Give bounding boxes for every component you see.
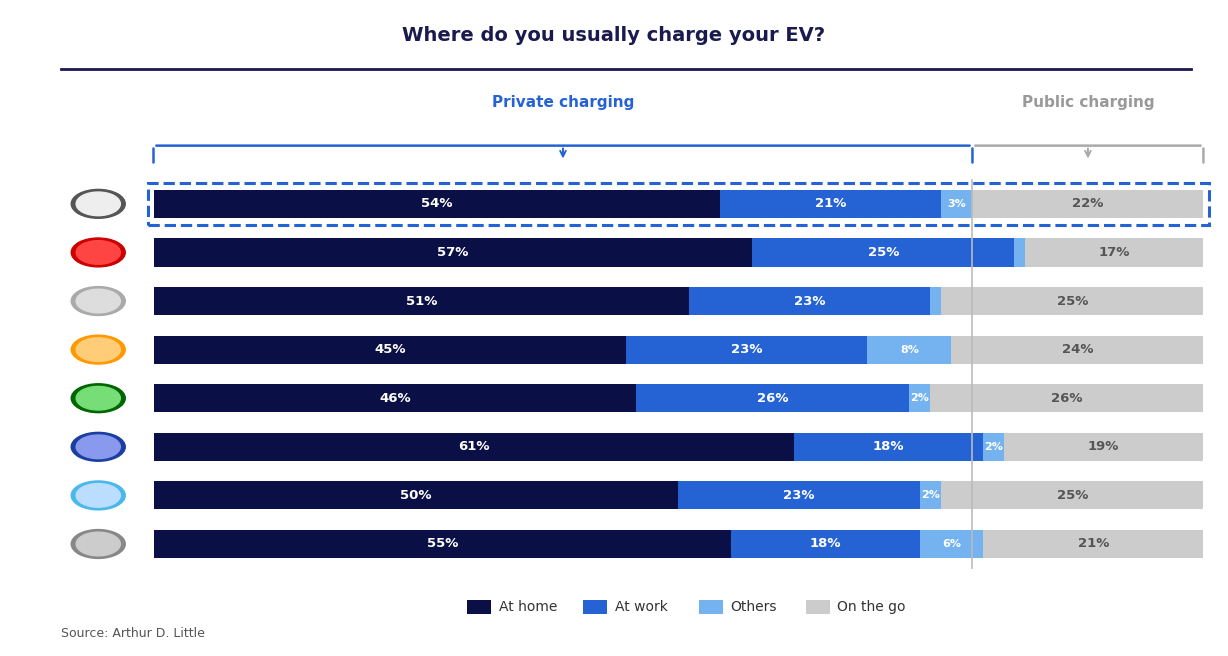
Text: 2%: 2% <box>910 393 930 403</box>
Bar <box>931 287 941 315</box>
Text: At work: At work <box>615 600 668 614</box>
Bar <box>920 530 982 558</box>
Text: 23%: 23% <box>731 343 763 356</box>
Text: 6%: 6% <box>942 539 962 549</box>
Bar <box>973 190 1203 218</box>
Bar <box>1014 238 1025 266</box>
Text: 23%: 23% <box>783 489 815 502</box>
Bar <box>636 384 910 413</box>
Text: 23%: 23% <box>795 295 825 308</box>
Text: 55%: 55% <box>426 537 458 550</box>
Text: 22%: 22% <box>1072 197 1104 211</box>
Text: 17%: 17% <box>1099 246 1130 259</box>
Bar <box>626 335 867 363</box>
Text: 61%: 61% <box>458 440 490 453</box>
Bar <box>154 190 721 218</box>
Bar <box>1025 238 1203 266</box>
Bar <box>154 384 636 413</box>
Bar <box>731 530 920 558</box>
Text: At home: At home <box>499 600 558 614</box>
Bar <box>982 530 1203 558</box>
Bar <box>1005 433 1203 461</box>
Text: Public charging: Public charging <box>1022 95 1154 110</box>
Text: 19%: 19% <box>1088 440 1120 453</box>
Text: 3%: 3% <box>947 199 966 209</box>
Bar <box>689 287 931 315</box>
Bar <box>910 384 931 413</box>
Bar <box>952 335 1203 363</box>
Text: Source: Arthur D. Little: Source: Arthur D. Little <box>61 626 205 640</box>
Text: 2%: 2% <box>921 491 939 501</box>
Bar <box>752 238 1014 266</box>
Bar <box>154 482 679 510</box>
Text: Where do you usually charge your EV?: Where do you usually charge your EV? <box>403 26 825 45</box>
Text: 26%: 26% <box>758 392 788 405</box>
Text: 2%: 2% <box>984 441 1003 452</box>
Text: 25%: 25% <box>1056 489 1088 502</box>
Bar <box>679 482 920 510</box>
Text: 50%: 50% <box>400 489 432 502</box>
Bar <box>941 482 1203 510</box>
Bar <box>795 433 982 461</box>
Bar <box>154 287 689 315</box>
Bar <box>941 287 1203 315</box>
Text: 54%: 54% <box>421 197 453 211</box>
Text: 57%: 57% <box>437 246 468 259</box>
Text: Others: Others <box>731 600 777 614</box>
Bar <box>154 335 626 363</box>
Text: 21%: 21% <box>1077 537 1109 550</box>
Text: 25%: 25% <box>1056 295 1088 308</box>
Bar <box>154 530 731 558</box>
Text: 46%: 46% <box>379 392 411 405</box>
Bar <box>941 190 973 218</box>
Bar <box>867 335 952 363</box>
Bar <box>931 384 1203 413</box>
Text: Private charging: Private charging <box>491 95 634 110</box>
Text: 51%: 51% <box>405 295 437 308</box>
Text: 26%: 26% <box>1051 392 1083 405</box>
Bar <box>154 433 795 461</box>
Bar <box>154 238 752 266</box>
Text: 18%: 18% <box>873 440 904 453</box>
Bar <box>920 482 941 510</box>
Text: 21%: 21% <box>815 197 846 211</box>
Text: 8%: 8% <box>900 344 919 355</box>
Text: 24%: 24% <box>1062 343 1093 356</box>
Text: 18%: 18% <box>809 537 841 550</box>
Bar <box>982 433 1005 461</box>
Text: 45%: 45% <box>375 343 405 356</box>
Text: 25%: 25% <box>867 246 899 259</box>
Text: On the go: On the go <box>837 600 906 614</box>
Bar <box>721 190 941 218</box>
